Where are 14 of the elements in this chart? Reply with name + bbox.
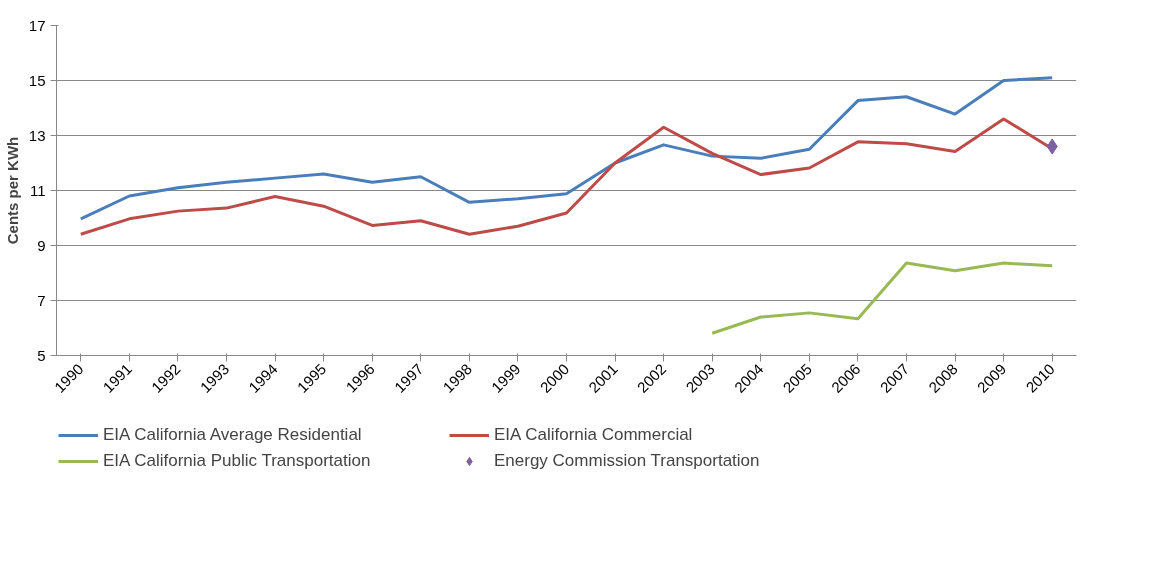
line-series — [710, 261, 1054, 335]
y-tick-label: 5 — [37, 346, 46, 364]
legend-label: EIA California Average Residential — [103, 424, 363, 445]
y-tick-label: 15 — [28, 71, 46, 89]
legend-label: EIA California Commercial — [494, 424, 694, 445]
y-tick-label: 17 — [28, 16, 46, 34]
y-axis-title: Cents per KWh — [3, 136, 21, 245]
y-tick-label: 9 — [37, 236, 46, 254]
line-series — [79, 76, 1054, 221]
legend-label: EIA California Public Transportation — [103, 450, 372, 471]
y-tick-label: 13 — [28, 126, 46, 144]
y-tick-label: 11 — [29, 181, 46, 199]
legend-label: Energy Commission Transportation — [494, 450, 761, 471]
y-tick-label: 7 — [37, 291, 46, 309]
